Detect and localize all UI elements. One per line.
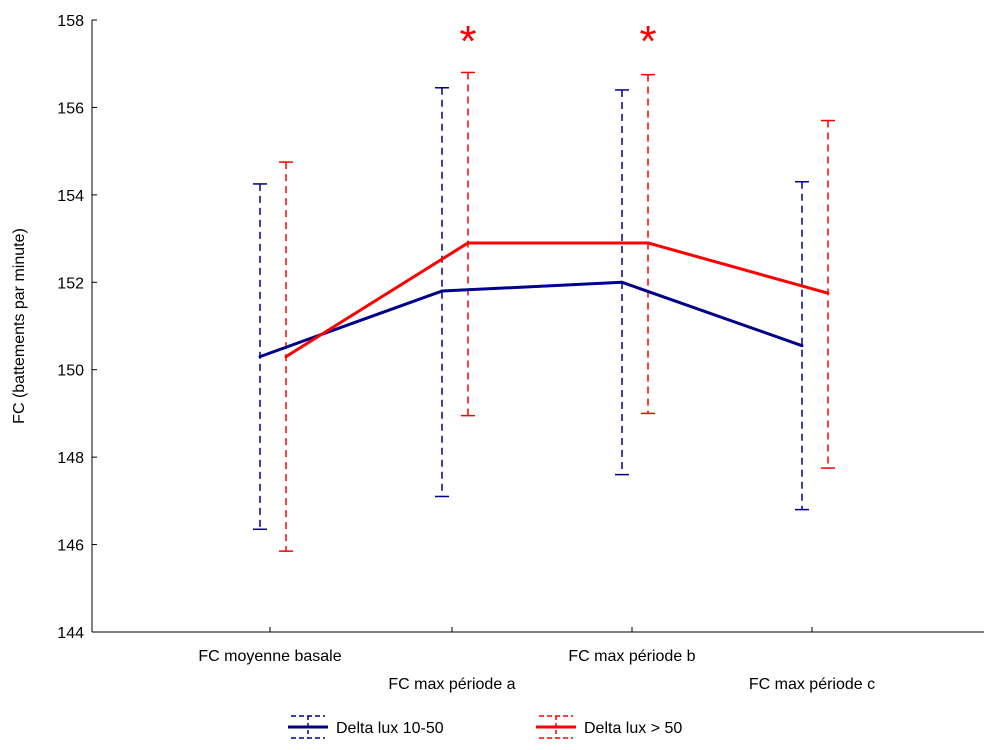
data-point xyxy=(826,291,830,295)
y-tick-label: 150 xyxy=(57,363,84,380)
legend-label: Delta lux 10-50 xyxy=(336,720,444,737)
data-point xyxy=(258,355,262,359)
legend: Delta lux 10-50 Delta lux > 50 xyxy=(288,715,682,739)
y-tick-label: 146 xyxy=(57,538,84,555)
x-category-label: FC moyenne basale xyxy=(198,648,341,665)
y-tick-label: 158 xyxy=(57,13,84,30)
series-line xyxy=(285,241,829,358)
significance-asterisk: * xyxy=(459,17,476,66)
data-point xyxy=(284,355,288,359)
series-line xyxy=(259,280,803,359)
y-tick-label: 152 xyxy=(57,275,84,292)
data-point xyxy=(620,280,624,284)
series-lines xyxy=(258,241,830,359)
data-point xyxy=(440,289,444,293)
data-point xyxy=(646,241,650,245)
y-axis-title: FC (battements par minute) xyxy=(11,228,28,424)
data-point xyxy=(800,344,804,348)
x-category-label: FC max période b xyxy=(568,648,695,665)
y-tick-label: 144 xyxy=(57,625,84,642)
legend-item: Delta lux > 50 xyxy=(536,715,682,739)
y-tick-label: 148 xyxy=(57,450,84,467)
x-category-label: FC max période a xyxy=(388,676,515,693)
legend-label: Delta lux > 50 xyxy=(584,720,682,737)
y-tick-label: 156 xyxy=(57,100,84,117)
error-bars xyxy=(253,71,835,552)
significance-asterisk: * xyxy=(639,17,656,66)
annotations: * * xyxy=(459,17,656,66)
data-point xyxy=(466,241,470,245)
axes: 144 146 148 150 152 154 156 158 FC (battements p… xyxy=(11,13,984,693)
y-tick-label: 154 xyxy=(57,188,84,205)
x-category-label: FC max période c xyxy=(749,676,875,693)
legend-item: Delta lux 10-50 xyxy=(288,715,444,739)
